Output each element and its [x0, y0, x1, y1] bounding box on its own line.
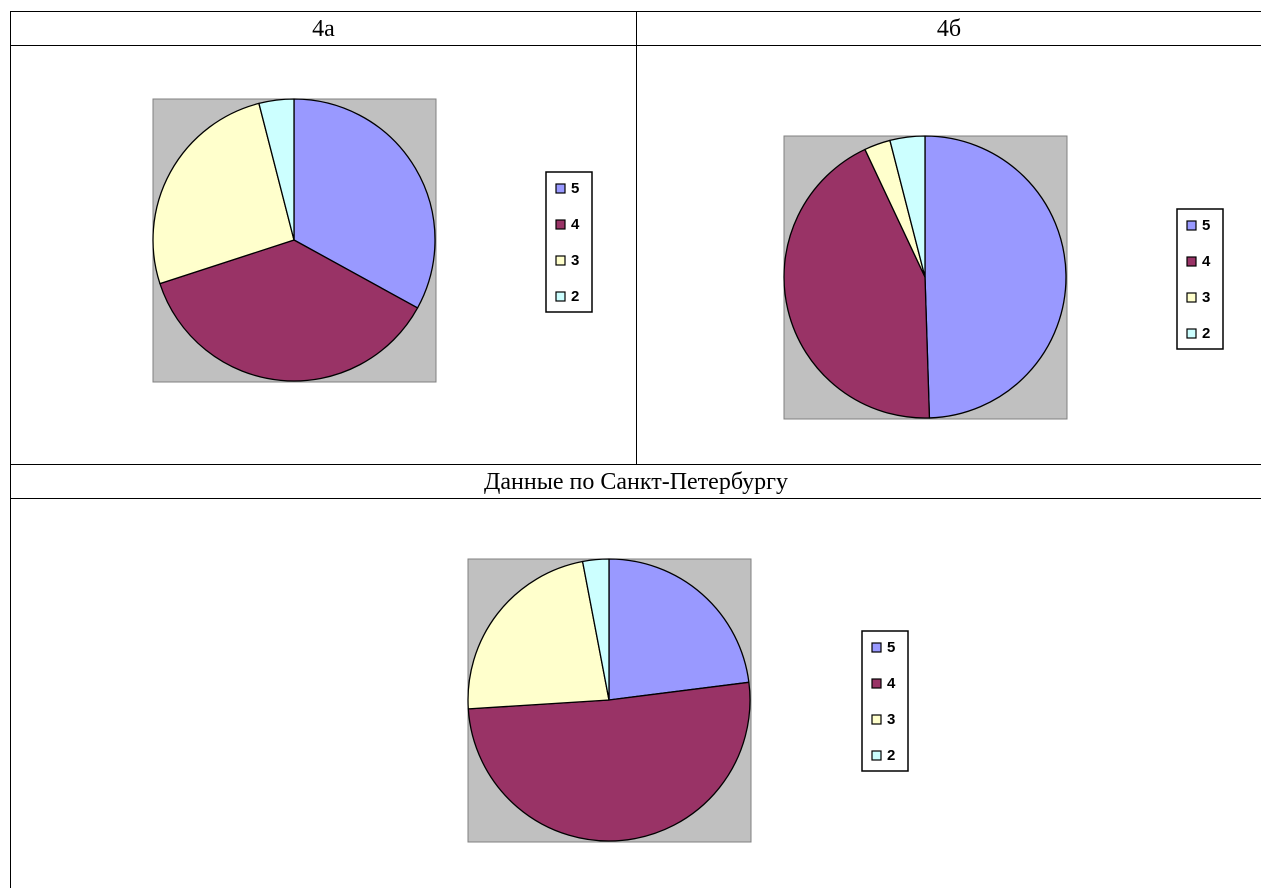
legend-label-4b-3: 3: [1202, 289, 1210, 306]
legend-box-4a: [545, 171, 593, 313]
legend-spb: 5 4 3 2: [861, 630, 909, 772]
legend-label-spb-3: 3: [887, 711, 895, 728]
legend-label-4a-4: 4: [571, 216, 580, 233]
legend-swatch-4a-2: [555, 291, 566, 302]
legend-swatch-4b-5: [1186, 220, 1197, 231]
legend-swatch-4a-4: [555, 219, 566, 230]
header-4a: 4а: [312, 16, 335, 42]
pie-slice-4a-3: [152, 102, 295, 285]
legend-box-spb: [861, 630, 909, 772]
legend-label-4a-5: 5: [571, 180, 579, 197]
pie-chart-spb: 5 4 3 2: [467, 558, 909, 843]
pie-chart-4a: 5 4 3 2: [152, 98, 593, 383]
table-row-divider-2: [10, 464, 1261, 465]
legend-swatch-4b-4: [1186, 256, 1197, 267]
legend-label-spb-5: 5: [887, 639, 895, 656]
legend-box-4b: [1176, 208, 1224, 350]
legend-swatch-spb-4: [871, 678, 882, 689]
pie-slice-spb-4: [467, 681, 751, 842]
pie-slice-4b-2: [889, 135, 926, 278]
table-column-divider: [636, 11, 637, 465]
header-4b: 4б: [936, 16, 962, 42]
legend-label-4a-3: 3: [571, 252, 579, 269]
legend-label-4b-2: 2: [1202, 325, 1210, 342]
legend-label-spb-4: 4: [887, 675, 896, 692]
table-row-divider-1: [10, 45, 1261, 46]
legend-swatch-spb-5: [871, 642, 882, 653]
pie-slice-spb-2: [581, 558, 610, 701]
table-border-top: [10, 11, 1261, 12]
legend-4b: 5 4 3 2: [1176, 208, 1224, 350]
pie-slice-4a-2: [258, 98, 295, 241]
header-spb: Данные по Санкт-Петербургу: [484, 469, 788, 495]
pie-slice-4a-5: [293, 98, 436, 309]
table-border-left: [10, 11, 11, 888]
pie-slice-spb-5: [608, 558, 750, 701]
legend-swatch-4a-3: [555, 255, 566, 266]
legend-label-4a-2: 2: [571, 288, 579, 305]
pie-slice-4b-5: [924, 135, 1067, 419]
legend-swatch-4a-5: [555, 183, 566, 194]
legend-swatch-spb-3: [871, 714, 882, 725]
pie-slice-4b-4: [783, 148, 931, 419]
legend-swatch-4b-3: [1186, 292, 1197, 303]
legend-swatch-4b-2: [1186, 328, 1197, 339]
legend-label-4b-4: 4: [1202, 253, 1211, 270]
table-row-divider-3: [10, 498, 1261, 499]
pie-chart-4b: 5 4 3 2: [783, 135, 1224, 420]
legend-4a: 5 4 3 2: [545, 171, 593, 313]
legend-label-4b-5: 5: [1202, 217, 1210, 234]
legend-swatch-spb-2: [871, 750, 882, 761]
pie-slice-4a-4: [159, 239, 419, 382]
legend-label-spb-2: 2: [887, 747, 895, 764]
pie-slice-spb-3: [467, 560, 610, 710]
